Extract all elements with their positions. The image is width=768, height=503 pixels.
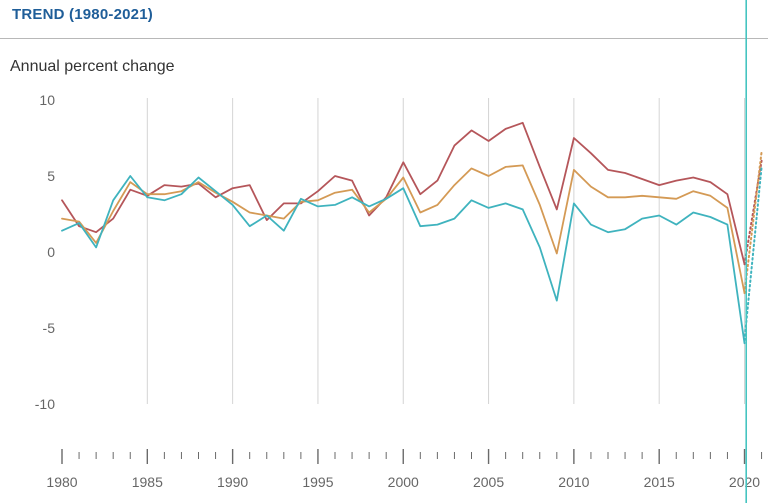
x-tick-label: 2015 bbox=[644, 474, 675, 490]
x-tick-label: 1985 bbox=[132, 474, 163, 490]
series-line-3 bbox=[61, 175, 746, 345]
x-tick-label: 2005 bbox=[473, 474, 504, 490]
x-axis: 1980 1985 1990 1995 2000 2005 2010 2015 2020 bbox=[46, 449, 763, 490]
series-lines bbox=[61, 121, 763, 345]
x-tick-label: 2000 bbox=[388, 474, 419, 490]
y-tick-label: 5 bbox=[47, 168, 55, 184]
x-tick-label: 1980 bbox=[46, 474, 77, 490]
series-projection-1 bbox=[743, 159, 763, 266]
x-tick-label: 1995 bbox=[302, 474, 333, 490]
header-divider bbox=[0, 38, 768, 39]
series-projection-2 bbox=[743, 150, 763, 294]
y-tick-labels: 10 5 0 -5 -10 bbox=[35, 92, 55, 412]
x-tick-label: 2010 bbox=[558, 474, 589, 490]
x-tick-label: 2020 bbox=[729, 474, 760, 490]
grid-lines bbox=[146, 98, 745, 404]
chart-title: TREND (1980-2021) bbox=[12, 6, 153, 23]
y-tick-label: -5 bbox=[43, 320, 56, 336]
y-tick-label: 0 bbox=[47, 244, 55, 260]
x-tick-label: 1990 bbox=[217, 474, 248, 490]
series-projection-3 bbox=[743, 165, 763, 342]
y-tick-label: -10 bbox=[35, 396, 55, 412]
series-line-2 bbox=[61, 164, 746, 294]
y-tick-label: 10 bbox=[39, 92, 55, 108]
y-axis-label: Annual percent change bbox=[10, 58, 175, 75]
series-line-1 bbox=[61, 121, 746, 266]
